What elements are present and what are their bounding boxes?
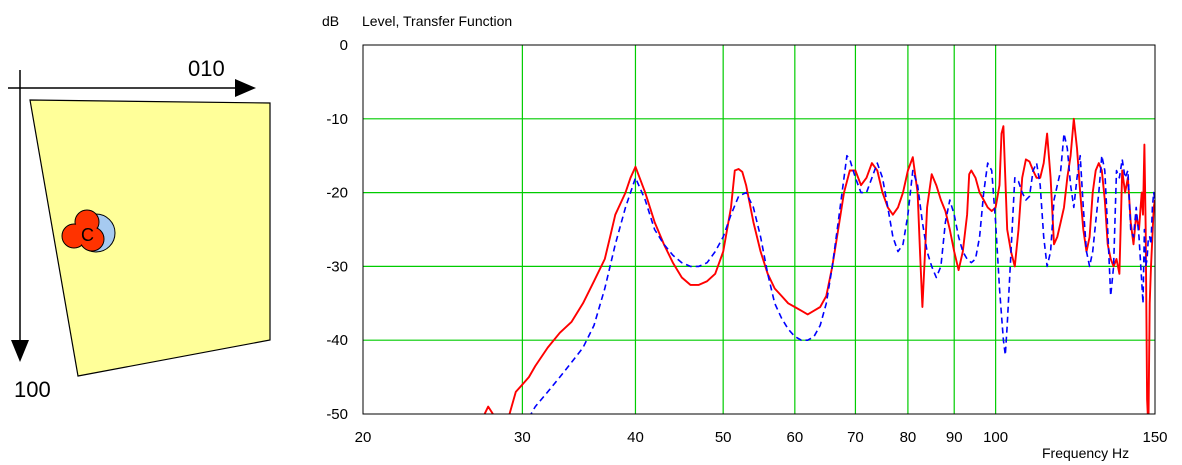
y-tick-label: -50	[326, 406, 348, 423]
chart-title: Level, Transfer Function	[362, 13, 512, 29]
x-tick-label: 70	[847, 429, 864, 446]
series-line-2	[530, 132, 1155, 414]
plot-frame	[362, 44, 1156, 415]
x-tick-label: 60	[786, 429, 803, 446]
room-floor-plan	[29, 99, 271, 377]
x-axis-label: 010	[188, 56, 225, 81]
room-diagram: 010 100 C	[8, 56, 271, 402]
x-tick-label: 20	[355, 429, 372, 446]
x-tick-label: 30	[514, 429, 531, 446]
x-tick-label: 50	[715, 429, 732, 446]
x-tick-label: 100	[983, 429, 1008, 446]
y-tick-label: -40	[326, 332, 348, 349]
tick-labels: 20 30 40 50 60 70 80 90 100 150 0 -10 -20 -30 -40 -50	[326, 37, 1167, 446]
y-tick-label: -30	[326, 258, 348, 275]
x-tick-label: 40	[627, 429, 644, 446]
y-tick-label: -20	[326, 185, 348, 202]
series-line-1	[483, 117, 1155, 414]
x-axis-arrow-icon	[235, 79, 256, 97]
series-group	[483, 117, 1155, 414]
x-axis-title: Frequency Hz	[1042, 445, 1129, 461]
x-tick-label: 90	[946, 429, 963, 446]
y-tick-label: -10	[326, 111, 348, 128]
y-tick-label: 0	[340, 37, 348, 54]
x-tick-label: 150	[1142, 429, 1167, 446]
y-axis-title: dB	[322, 13, 339, 29]
y-axis-label: 100	[14, 377, 51, 402]
source-label: C	[81, 225, 94, 245]
x-tick-label: 80	[900, 429, 917, 446]
y-axis-arrow-icon	[11, 340, 29, 362]
